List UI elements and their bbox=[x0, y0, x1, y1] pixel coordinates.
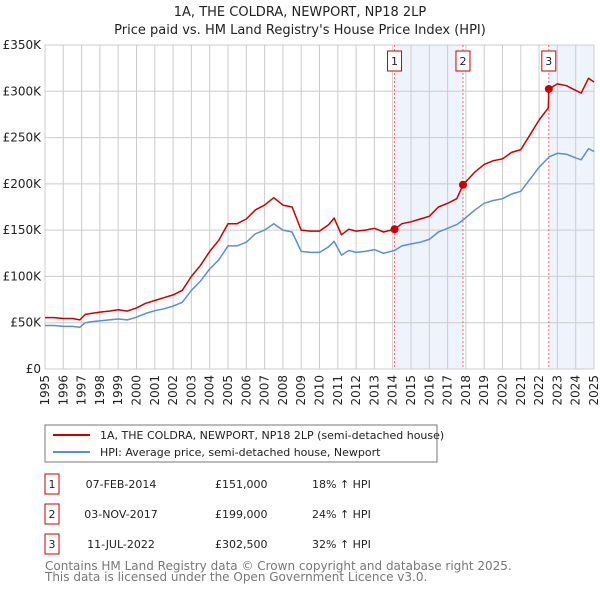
y-tick-label: £0 bbox=[26, 362, 41, 376]
x-tick-label: 2016 bbox=[422, 375, 436, 406]
x-tick-label: 2001 bbox=[148, 375, 162, 406]
x-tick-label: 2018 bbox=[459, 375, 473, 406]
sale-number: 1 bbox=[49, 478, 56, 491]
sale-point bbox=[390, 225, 399, 234]
sale-date: 11-JUL-2022 bbox=[87, 538, 155, 551]
x-tick-label: 2020 bbox=[496, 375, 510, 406]
x-tick-label: 2019 bbox=[477, 375, 491, 406]
sales-table: 1 07-FEB-2014 £151,000 18% ↑ HPI 2 03-NOV-201… bbox=[44, 473, 371, 555]
y-tick-label: £250K bbox=[3, 131, 43, 145]
x-tick-label: 2008 bbox=[276, 375, 290, 406]
y-tick-label: £350K bbox=[3, 38, 43, 52]
x-tick-label: 1995 bbox=[38, 375, 52, 406]
x-tick-label: 1999 bbox=[111, 375, 125, 406]
footer-copyright: Contains HM Land Registry data © Crown c… bbox=[45, 559, 512, 573]
sale-date: 07-FEB-2014 bbox=[86, 478, 157, 491]
x-tick-label: 2023 bbox=[550, 375, 564, 406]
x-tick-label: 2012 bbox=[349, 375, 363, 406]
sale-number: 3 bbox=[49, 538, 56, 551]
sale-marker-box bbox=[387, 50, 403, 72]
sale-date: 03-NOV-2017 bbox=[84, 508, 158, 521]
x-tick-label: 2006 bbox=[239, 375, 253, 406]
y-tick-label: £300K bbox=[3, 84, 43, 98]
x-tick-label: 2015 bbox=[404, 375, 418, 406]
y-tick-label: £150K bbox=[3, 223, 43, 237]
x-tick-label: 2021 bbox=[514, 375, 528, 406]
legend-label-hpi: HPI: Average price, semi-detached house,… bbox=[100, 446, 381, 459]
sale-marker-label: 3 bbox=[545, 55, 552, 68]
x-tick-label: 2013 bbox=[367, 375, 381, 406]
chart-subtitle: Price paid vs. HM Land Registry's House … bbox=[114, 23, 486, 38]
x-tick-label: 2011 bbox=[331, 375, 345, 406]
x-tick-label: 2024 bbox=[569, 375, 583, 406]
x-tick-label: 2002 bbox=[166, 375, 180, 406]
x-tick-label: 2000 bbox=[130, 375, 144, 406]
x-tick-label: 2014 bbox=[386, 375, 400, 406]
legend-label-property: 1A, THE COLDRA, NEWPORT, NP18 2LP (semi-… bbox=[100, 429, 444, 442]
y-tick-label: £100K bbox=[3, 269, 43, 283]
sale-number-box bbox=[44, 533, 60, 555]
x-tick-label: 1998 bbox=[93, 375, 107, 406]
x-tick-label: 2025 bbox=[587, 375, 600, 406]
footer-licence: This data is licensed under the Open Gov… bbox=[44, 570, 427, 584]
sale-number-box bbox=[44, 473, 60, 495]
x-tick-label: 1996 bbox=[56, 375, 70, 406]
sale-price: £199,000 bbox=[215, 508, 268, 521]
sale-marker-label: 1 bbox=[391, 55, 398, 68]
x-tick-label: 2022 bbox=[532, 375, 546, 406]
sale-hpi-change: 18% ↑ HPI bbox=[312, 478, 371, 491]
legend: 1A, THE COLDRA, NEWPORT, NP18 2LP (semi-… bbox=[44, 424, 444, 463]
sale-point bbox=[544, 84, 553, 93]
plot-area: 1995 1996 1997 1998 1999 2000 2001 2002 2003 2004… bbox=[3, 38, 600, 406]
x-tick-label: 1997 bbox=[75, 375, 89, 406]
sale-point bbox=[458, 180, 467, 189]
sale-price: £151,000 bbox=[215, 478, 268, 491]
x-tick-label: 2004 bbox=[203, 375, 217, 406]
sale-hpi-change: 24% ↑ HPI bbox=[312, 508, 371, 521]
sale-hpi-change: 32% ↑ HPI bbox=[312, 538, 371, 551]
x-tick-label: 2010 bbox=[313, 375, 327, 406]
sale-marker-box bbox=[455, 50, 471, 72]
price-paid-line bbox=[45, 77, 595, 321]
sale-number-box bbox=[44, 503, 60, 525]
sale-price: £302,500 bbox=[215, 538, 268, 551]
shaded-period bbox=[394, 45, 463, 369]
x-tick-label: 2003 bbox=[184, 375, 198, 406]
y-tick-label: £200K bbox=[3, 177, 43, 191]
shaded-period bbox=[548, 45, 594, 369]
x-tick-label: 2007 bbox=[258, 375, 272, 406]
x-tick-label: 2017 bbox=[441, 375, 455, 406]
x-tick-label: 2009 bbox=[294, 375, 308, 406]
sale-number: 2 bbox=[49, 508, 56, 521]
y-tick-label: £50K bbox=[10, 316, 42, 330]
x-tick-label: 2005 bbox=[221, 375, 235, 406]
sale-marker-label: 2 bbox=[459, 55, 466, 68]
sale-marker-box bbox=[541, 50, 557, 72]
chart-title: 1A, THE COLDRA, NEWPORT, NP18 2LP bbox=[174, 5, 427, 20]
hpi-line bbox=[45, 147, 595, 329]
